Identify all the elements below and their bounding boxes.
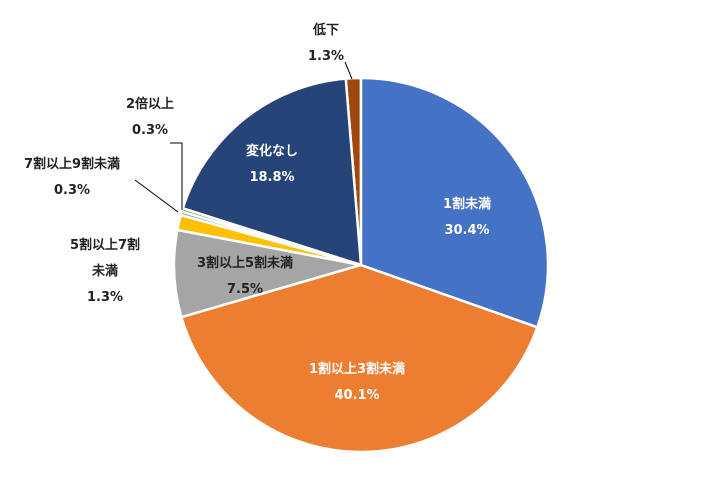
leader-line xyxy=(134,179,179,213)
data-label: 2倍以上 0.3% xyxy=(126,92,174,144)
data-label: 3割以上5割未満 7.5% xyxy=(197,251,293,303)
value-label: 1.3% xyxy=(307,49,345,64)
leader-line xyxy=(170,142,183,210)
category-label: 5割以上7割未満 xyxy=(69,238,141,279)
category-label: 1割未満 xyxy=(442,197,492,212)
value-label: 7.5% xyxy=(226,282,264,297)
category-label: 変化なし xyxy=(245,144,299,159)
category-label: 7割以上9割未満 xyxy=(23,157,121,172)
slice xyxy=(179,263,539,454)
value-label: 0.3% xyxy=(131,123,169,138)
leader-line xyxy=(344,61,353,80)
category-label: 3割以上5割未満 xyxy=(196,256,294,271)
value-label: 0.3% xyxy=(53,183,91,198)
value-label: 30.4% xyxy=(444,223,490,238)
data-label: 低下 1.3% xyxy=(308,18,344,70)
data-label: 1割未満 30.4% xyxy=(443,192,491,244)
data-label: 変化なし 18.8% xyxy=(246,139,298,191)
value-label: 40.1% xyxy=(334,388,380,403)
data-label: 1割以上3割未満 40.1% xyxy=(309,357,405,409)
category-label: 1割以上3割未満 xyxy=(308,362,406,377)
value-label: 1.3% xyxy=(86,290,124,305)
data-label: 5割以上7割未満 1.3% xyxy=(69,233,141,311)
slice xyxy=(359,76,550,329)
data-label: 7割以上9割未満 0.3% xyxy=(24,152,120,204)
slice xyxy=(181,77,363,267)
category-label: 2倍以上 xyxy=(125,97,175,112)
category-label: 低下 xyxy=(312,23,339,38)
value-label: 18.8% xyxy=(249,170,295,185)
